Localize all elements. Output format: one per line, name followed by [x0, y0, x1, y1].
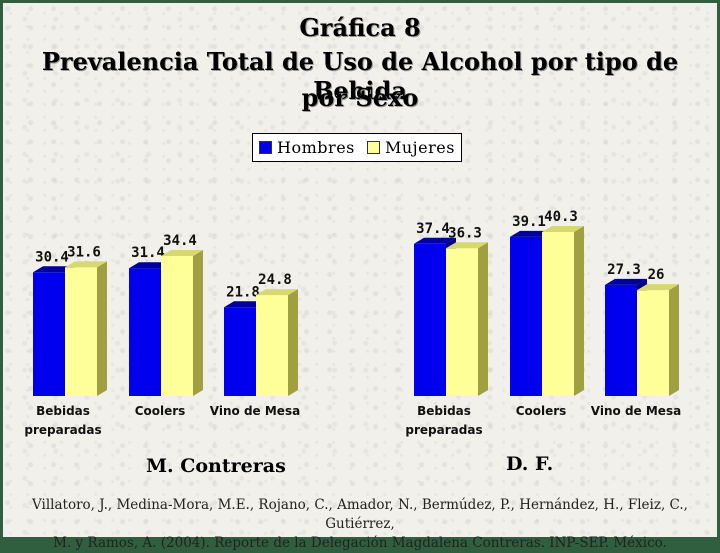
legend-label-hombres: Hombres	[277, 138, 355, 157]
bar-0-1-1-side	[193, 249, 203, 396]
chart-title-line-2: Prevalencia Total de Uso de Alcohol por …	[41, 47, 679, 105]
chart-legend: Hombres Mujeres	[252, 133, 462, 162]
chart-title-line-1: Gráfica 8	[299, 13, 421, 42]
panel-label-df: D. F.	[506, 453, 554, 475]
bar-0-0-1	[65, 267, 97, 396]
data-label-0-1-0: 31.4	[131, 245, 165, 261]
data-label-1-1-0: 39.1	[512, 214, 546, 230]
tick-label-1-1-0: Coolers	[516, 404, 567, 418]
citation-line-1: Villatoro, J., Medina-Mora, M.E., Rojano…	[32, 497, 688, 532]
data-label-1-0-0: 37.4	[416, 221, 450, 237]
data-label-0-0-0: 30.4	[35, 249, 69, 265]
bar-1-2-0-top	[605, 278, 647, 285]
bar-0-0-1-top	[65, 261, 107, 268]
bar-1-1-1-top	[542, 225, 584, 232]
bar-chart: 30.431.6 Bebidas preparadas 31.434.4 Coolers…	[24, 209, 681, 437]
bar-1-2-0	[605, 284, 637, 396]
bar-1-1-1-side	[574, 225, 584, 396]
tick-label-0-0-0: Bebidas	[36, 404, 90, 418]
data-label-1-2-1: 26	[648, 267, 665, 283]
tick-label-1-0-0: Bebidas	[417, 404, 471, 418]
tick-label-1-2-0: Vino de Mesa	[591, 404, 681, 418]
data-label-1-1-1: 40.3	[544, 209, 578, 225]
bar-0-1-1	[161, 255, 193, 396]
bar-0-1-0-top	[129, 262, 171, 269]
data-label-0-2-0: 21.8	[226, 284, 260, 300]
bar-1-0-0-top	[414, 237, 456, 244]
bar-1-2-1-top	[637, 284, 679, 291]
legend-label-mujeres: Mujeres	[384, 138, 455, 157]
data-label-1-2-0: 27.3	[607, 262, 641, 278]
bar-1-0-1	[446, 248, 478, 396]
bar-0-1-1-top	[161, 249, 203, 256]
bar-0-2-1	[256, 295, 288, 396]
data-label-0-0-1: 31.6	[67, 244, 101, 260]
chart-title-line-3: por Sexo	[301, 83, 419, 112]
bar-0-1-0	[129, 268, 161, 396]
bar-0-2-0-top	[224, 301, 266, 308]
bar-1-1-0	[510, 236, 542, 396]
data-label-0-1-1: 34.4	[163, 233, 197, 249]
tick-label-0-1-0: Coolers	[135, 404, 186, 418]
bar-0-2-0	[224, 307, 256, 396]
bar-1-0-1-top	[446, 242, 488, 249]
legend-item-mujeres: Mujeres	[366, 138, 455, 157]
bar-0-0-0	[33, 272, 65, 396]
legend-swatch-mujeres	[366, 141, 380, 154]
bar-0-2-1-side	[288, 289, 298, 396]
legend-item-hombres: Hombres	[259, 138, 355, 157]
data-label-1-0-1: 36.3	[448, 225, 482, 241]
data-label-0-2-1: 24.8	[258, 272, 292, 288]
tick-label-1-0-1: preparadas	[405, 423, 482, 437]
bar-1-1-0-top	[510, 230, 552, 237]
tick-label-0-0-1: preparadas	[24, 423, 101, 437]
panel-label-contreras: M. Contreras	[146, 455, 286, 477]
bar-0-2-1-top	[256, 289, 298, 296]
citation-line-2: M. y Ramos, A. (2004). Reporte de la Del…	[53, 535, 667, 551]
slide-frame: Gráfica 8 Prevalencia Total de Uso de Al…	[3, 3, 717, 551]
bar-1-0-1-side	[478, 242, 488, 396]
tick-label-0-2-0: Vino de Mesa	[210, 404, 300, 418]
bar-1-2-1-side	[669, 284, 679, 396]
bar-1-1-1	[542, 231, 574, 396]
bar-0-0-0-top	[33, 266, 75, 273]
citation: Villatoro, J., Medina-Mora, M.E., Rojano…	[7, 496, 713, 553]
legend-swatch-hombres	[259, 141, 273, 154]
bar-1-0-0	[414, 243, 446, 396]
bar-0-0-1-side	[97, 261, 107, 396]
bar-1-2-1	[637, 290, 669, 396]
